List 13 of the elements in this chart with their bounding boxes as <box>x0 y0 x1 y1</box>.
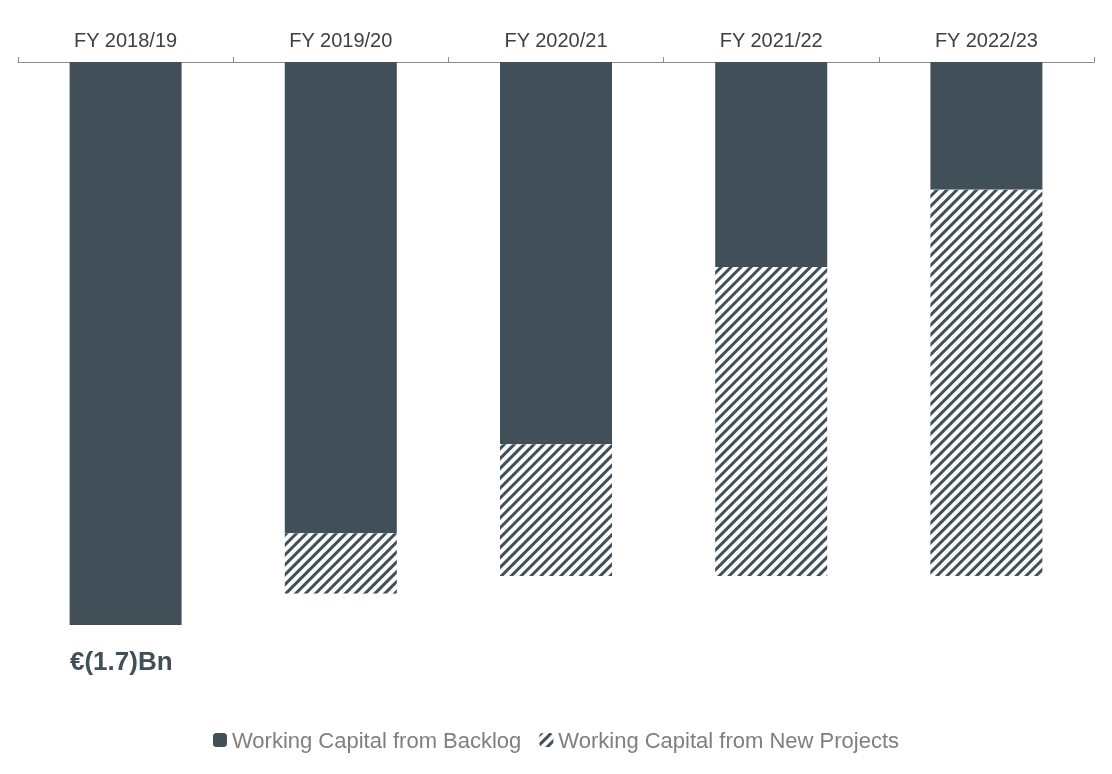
legend-label: Working Capital from New Projects <box>558 727 900 753</box>
x-tick-label: FY 2019/20 <box>289 29 393 51</box>
bar <box>69 62 182 625</box>
bar <box>284 62 397 534</box>
legend-label: Working Capital from Backlog <box>231 727 522 753</box>
x-tick-label: FY 2022/23 <box>934 29 1038 51</box>
bar <box>500 62 612 445</box>
bar <box>930 62 1043 190</box>
x-tick-label: FY 2018/19 <box>74 29 178 51</box>
x-tick-label: FY 2020/21 <box>504 29 608 51</box>
text: €(1.7)Bn <box>70 646 173 676</box>
x-tick-label: FY 2021/22 <box>719 29 823 51</box>
bar <box>715 62 828 267</box>
